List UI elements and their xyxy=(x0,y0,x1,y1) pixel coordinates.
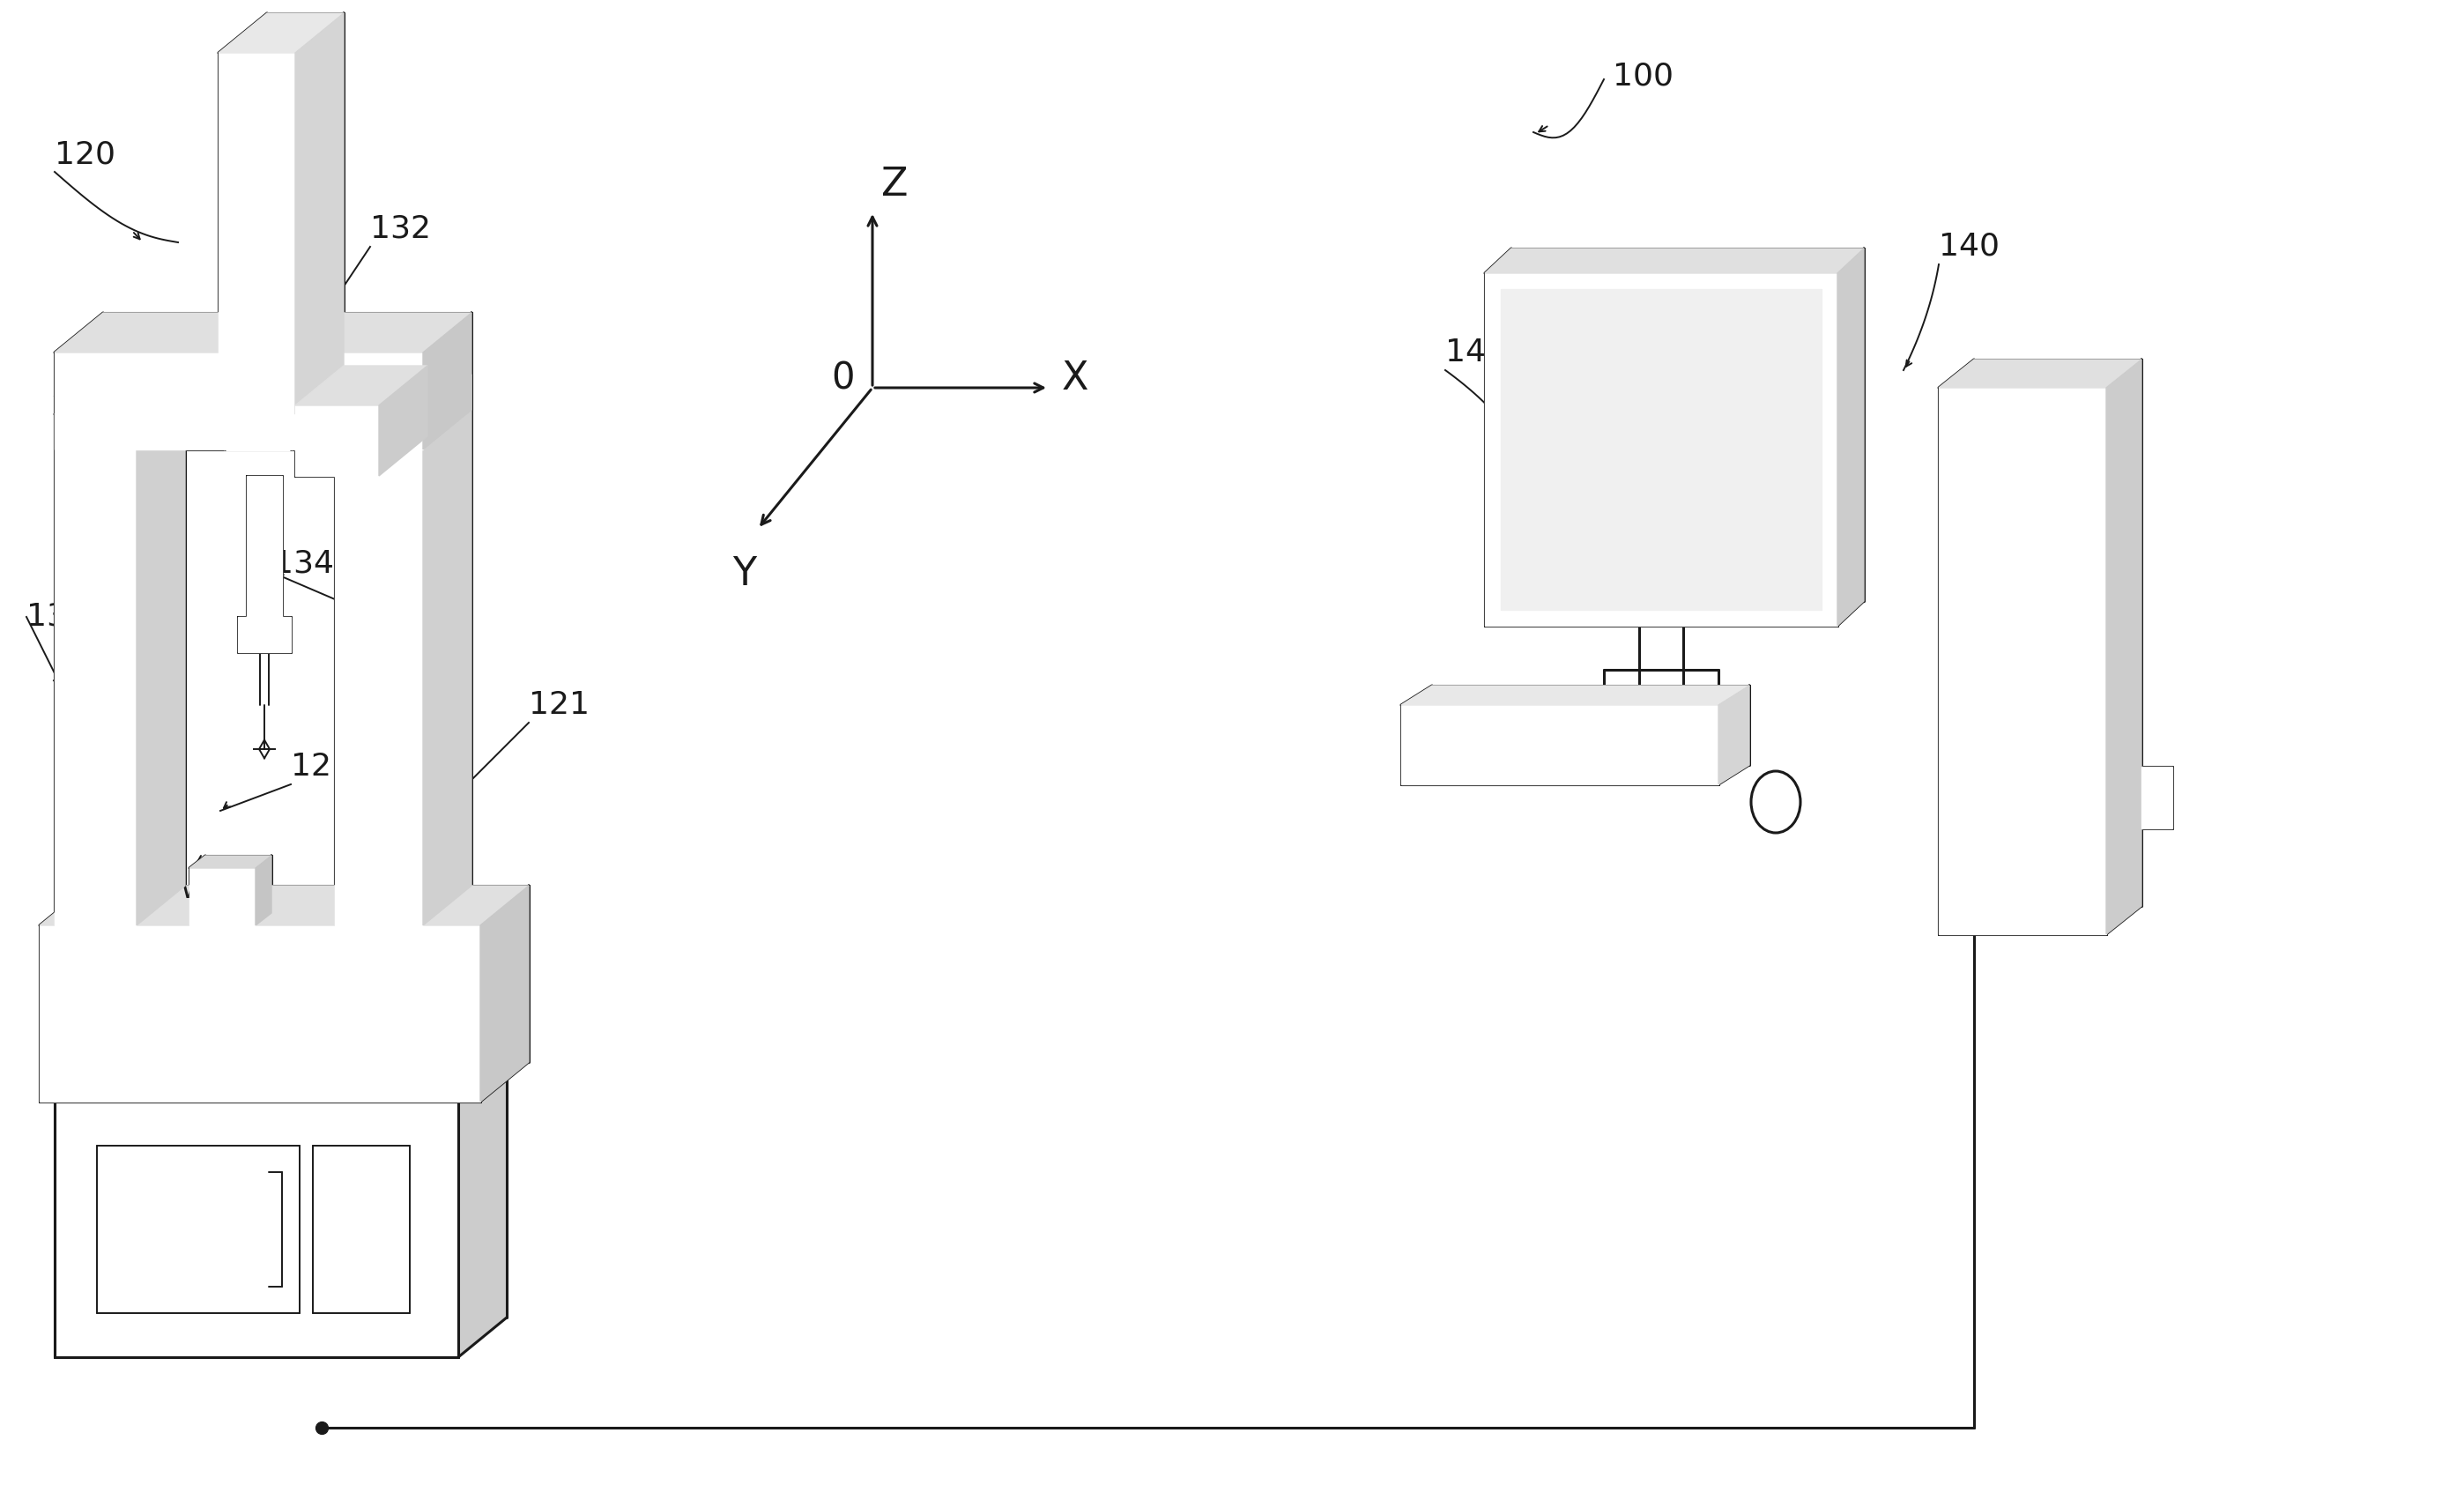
Text: 141: 141 xyxy=(1446,338,1506,368)
Polygon shape xyxy=(256,856,271,925)
Polygon shape xyxy=(54,313,471,353)
Polygon shape xyxy=(136,375,185,925)
Polygon shape xyxy=(190,868,256,925)
Text: 121: 121 xyxy=(530,690,589,720)
Polygon shape xyxy=(335,375,471,414)
Polygon shape xyxy=(1501,289,1821,610)
Polygon shape xyxy=(219,14,342,53)
Polygon shape xyxy=(239,616,291,653)
Polygon shape xyxy=(54,1102,458,1358)
Polygon shape xyxy=(335,414,424,925)
Ellipse shape xyxy=(1752,772,1801,833)
Polygon shape xyxy=(39,925,480,1102)
Text: Z: Z xyxy=(882,166,909,203)
Polygon shape xyxy=(1486,273,1838,625)
Polygon shape xyxy=(219,53,296,414)
Text: 122: 122 xyxy=(335,567,397,597)
Polygon shape xyxy=(1486,249,1863,273)
Text: 134: 134 xyxy=(274,549,335,579)
Polygon shape xyxy=(1717,686,1749,784)
Text: 131: 131 xyxy=(27,601,86,631)
Text: W: W xyxy=(180,877,207,903)
Polygon shape xyxy=(458,1062,508,1358)
Polygon shape xyxy=(480,886,530,1102)
Polygon shape xyxy=(296,366,426,405)
Polygon shape xyxy=(190,856,271,868)
Polygon shape xyxy=(1939,360,2141,387)
Text: 100: 100 xyxy=(1614,62,1673,92)
Polygon shape xyxy=(424,313,471,449)
Text: 0: 0 xyxy=(830,360,855,398)
Polygon shape xyxy=(296,405,379,476)
Polygon shape xyxy=(54,353,424,449)
Polygon shape xyxy=(424,375,471,925)
Text: 130: 130 xyxy=(54,365,116,393)
Polygon shape xyxy=(54,414,136,925)
Polygon shape xyxy=(1402,705,1717,784)
Polygon shape xyxy=(1402,686,1749,705)
Polygon shape xyxy=(246,476,281,616)
Text: 140: 140 xyxy=(1939,232,2001,262)
Polygon shape xyxy=(54,1062,508,1102)
Text: 133: 133 xyxy=(256,81,315,112)
Polygon shape xyxy=(2141,767,2173,829)
Text: X: X xyxy=(1062,360,1089,398)
Polygon shape xyxy=(2107,360,2141,934)
Polygon shape xyxy=(39,886,530,925)
Text: 127: 127 xyxy=(291,752,352,782)
Text: 120: 120 xyxy=(54,139,116,169)
Text: 132: 132 xyxy=(370,214,431,244)
Polygon shape xyxy=(54,375,185,414)
Polygon shape xyxy=(379,366,426,476)
Polygon shape xyxy=(296,14,342,414)
Polygon shape xyxy=(1939,387,2107,934)
Text: Y: Y xyxy=(732,555,756,594)
Polygon shape xyxy=(1838,249,1863,625)
